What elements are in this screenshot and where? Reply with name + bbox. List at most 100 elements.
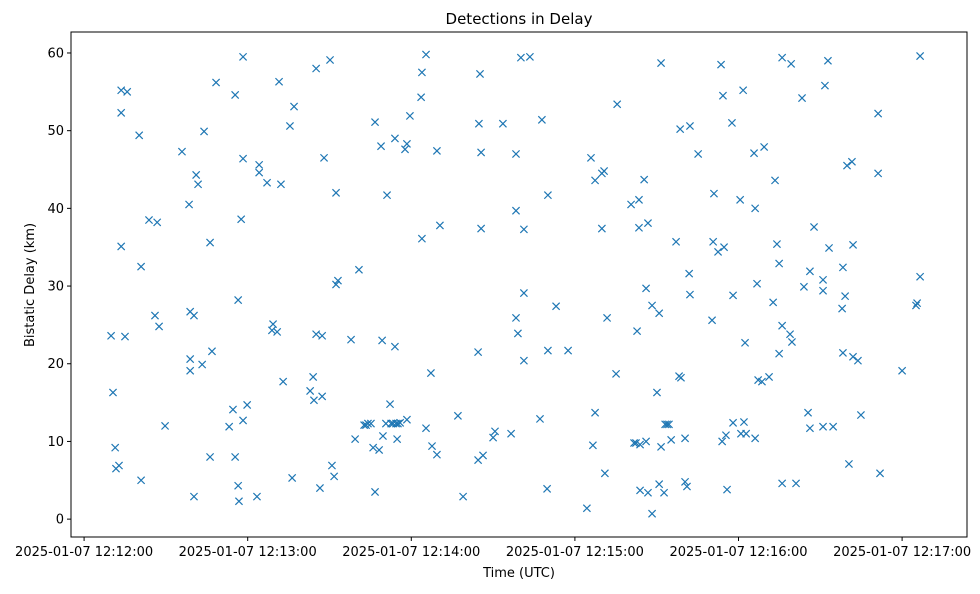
- data-point: [326, 55, 335, 64]
- data-point: [643, 219, 652, 228]
- data-point: [320, 153, 329, 162]
- x-tick-label: 2025-01-07 12:14:00: [342, 545, 480, 560]
- data-point: [838, 304, 847, 313]
- data-point: [543, 484, 552, 493]
- data-point: [823, 56, 832, 65]
- data-point: [765, 372, 774, 381]
- data-point: [825, 243, 834, 253]
- data-point: [672, 237, 681, 246]
- data-point: [511, 149, 521, 159]
- data-point: [255, 168, 264, 177]
- data-point: [507, 429, 516, 438]
- data-point: [898, 366, 907, 375]
- y-tick-label: 40: [47, 202, 64, 217]
- data-point: [198, 360, 207, 369]
- data-point: [189, 492, 198, 501]
- data-point: [805, 267, 814, 276]
- data-point: [123, 87, 132, 96]
- data-point: [192, 170, 201, 179]
- data-point: [648, 509, 657, 518]
- data-point: [400, 145, 410, 154]
- data-point: [135, 131, 144, 140]
- data-point: [772, 240, 781, 249]
- data-point: [309, 372, 318, 381]
- data-point: [421, 50, 431, 59]
- data-point: [778, 479, 787, 488]
- data-point: [263, 178, 272, 187]
- data-point: [516, 53, 525, 62]
- data-point: [913, 299, 922, 308]
- data-point: [874, 109, 883, 118]
- data-point: [694, 149, 703, 159]
- data-point: [657, 59, 666, 68]
- data-point: [663, 420, 672, 429]
- data-point: [736, 195, 745, 204]
- data-point: [753, 279, 762, 288]
- data-point: [427, 442, 437, 451]
- data-point: [234, 481, 243, 490]
- data-point: [597, 224, 606, 233]
- data-point: [586, 153, 596, 162]
- data-point: [386, 400, 395, 409]
- data-point: [655, 309, 664, 318]
- data-point: [519, 289, 528, 298]
- data-point: [519, 356, 528, 365]
- data-point: [402, 415, 411, 424]
- data-point: [627, 200, 636, 209]
- data-point: [144, 215, 154, 225]
- data-point: [661, 420, 670, 429]
- data-point: [709, 237, 718, 246]
- data-point: [185, 200, 194, 209]
- y-tick-label: 60: [47, 46, 64, 61]
- data-point: [787, 337, 796, 347]
- data-point: [564, 346, 573, 355]
- data-point: [206, 452, 215, 462]
- data-point: [792, 479, 801, 488]
- data-point: [874, 169, 883, 178]
- data-point: [525, 52, 534, 61]
- data-point: [875, 469, 885, 478]
- data-point: [741, 338, 750, 347]
- data-point: [417, 234, 426, 243]
- data-point: [375, 445, 384, 455]
- data-point: [718, 91, 727, 100]
- data-point: [477, 148, 486, 157]
- data-point: [402, 139, 411, 148]
- data-point: [842, 161, 852, 170]
- data-point: [108, 388, 118, 397]
- data-point: [252, 492, 261, 501]
- data-point: [771, 176, 780, 185]
- data-point: [207, 347, 216, 356]
- data-point: [798, 94, 807, 103]
- data-point: [603, 313, 612, 322]
- data-point: [648, 301, 657, 310]
- data-point: [432, 146, 441, 155]
- data-point: [681, 477, 690, 486]
- data-point: [916, 52, 925, 61]
- data-point: [543, 191, 552, 200]
- data-point: [114, 461, 124, 470]
- data-point: [856, 410, 865, 420]
- data-point: [269, 320, 278, 329]
- data-point: [306, 386, 315, 395]
- y-axis-ticks: 0 10 20 30 40 50 60: [47, 46, 71, 528]
- data-point: [267, 326, 276, 335]
- data-point: [676, 125, 685, 134]
- data-point: [309, 396, 318, 405]
- data-point: [847, 157, 856, 166]
- data-point: [189, 311, 198, 320]
- data-point: [279, 377, 288, 386]
- data-point: [393, 419, 402, 428]
- data-point: [417, 68, 426, 77]
- data-point: [633, 327, 642, 336]
- data-point: [600, 469, 609, 478]
- data-point: [775, 259, 784, 268]
- data-point: [751, 204, 760, 213]
- data-point: [378, 336, 387, 345]
- x-tick-label: 2025-01-07 12:12:00: [15, 545, 153, 560]
- data-point: [239, 416, 248, 425]
- data-point: [478, 451, 488, 460]
- data-point: [234, 296, 243, 305]
- data-point: [600, 167, 609, 176]
- data-point: [137, 476, 146, 485]
